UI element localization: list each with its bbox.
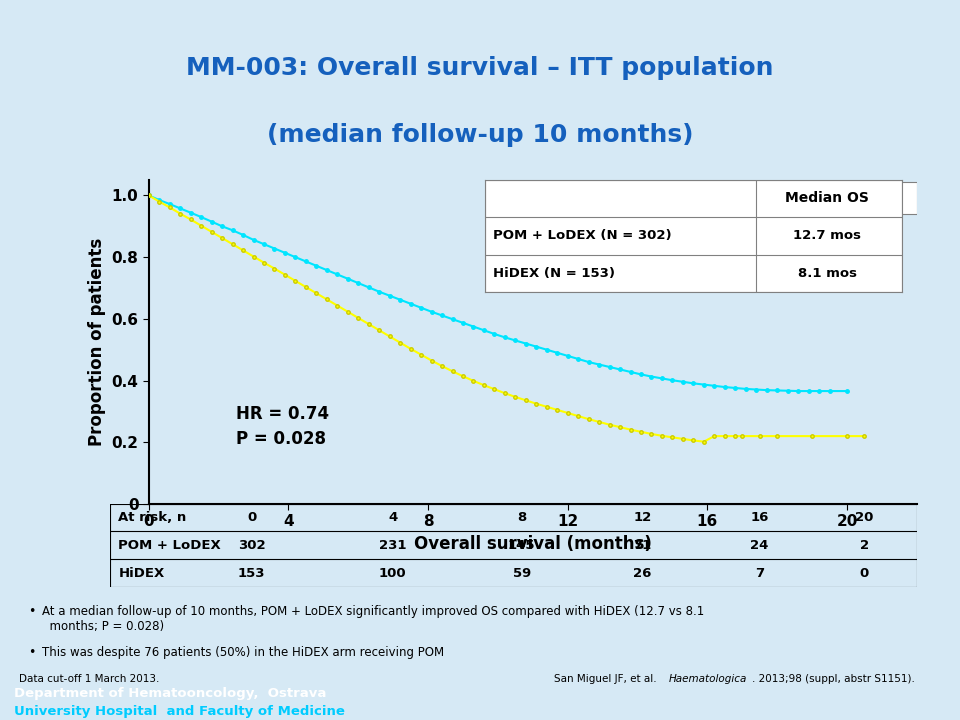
- Text: . 2013;98 (suppl, abstr S1151).: . 2013;98 (suppl, abstr S1151).: [752, 674, 915, 683]
- Text: •: •: [29, 647, 36, 660]
- Y-axis label: Proportion of patients: Proportion of patients: [87, 238, 106, 446]
- Text: 4: 4: [388, 511, 397, 524]
- Text: 8: 8: [517, 511, 526, 524]
- Text: 8.1 mos: 8.1 mos: [798, 266, 856, 279]
- Text: Haematologica: Haematologica: [669, 674, 747, 683]
- Text: 145: 145: [508, 539, 536, 552]
- Text: 100: 100: [379, 567, 406, 580]
- Text: 2: 2: [860, 539, 869, 552]
- X-axis label: Overall survival (months): Overall survival (months): [414, 535, 652, 553]
- Text: 20: 20: [855, 511, 874, 524]
- Text: HR = 0.74
P = 0.028: HR = 0.74 P = 0.028: [236, 405, 329, 449]
- Text: 12: 12: [634, 511, 652, 524]
- Text: 59: 59: [513, 567, 531, 580]
- Text: •: •: [29, 605, 36, 618]
- Text: 7: 7: [755, 567, 764, 580]
- Text: 0: 0: [860, 567, 869, 580]
- Text: At risk, n: At risk, n: [118, 511, 186, 524]
- Bar: [487, 182, 917, 215]
- Text: San Miguel JF, et al.: San Miguel JF, et al.: [554, 674, 660, 683]
- Text: Data cut-off 1 March 2013.: Data cut-off 1 March 2013.: [19, 674, 159, 683]
- Text: 12.7 mos: 12.7 mos: [793, 229, 861, 243]
- Text: 71: 71: [634, 539, 652, 552]
- Text: This was despite 76 patients (50%) in the HiDEX arm receiving POM: This was despite 76 patients (50%) in th…: [42, 647, 444, 660]
- Text: HiDEX: HiDEX: [118, 567, 165, 580]
- Text: Median OS: Median OS: [785, 192, 869, 205]
- Text: At a median follow-up of 10 months, POM + LoDEX significantly improved OS compar: At a median follow-up of 10 months, POM …: [42, 605, 705, 633]
- Text: 16: 16: [751, 511, 769, 524]
- Text: 302: 302: [238, 539, 265, 552]
- Text: 26: 26: [634, 567, 652, 580]
- Text: (median follow-up 10 months): (median follow-up 10 months): [267, 123, 693, 147]
- Text: POM + LoDEX: POM + LoDEX: [118, 539, 221, 552]
- Text: HiDEX (N = 153): HiDEX (N = 153): [493, 266, 615, 279]
- Text: 153: 153: [238, 567, 265, 580]
- Text: University Hospital  and Faculty of Medicine: University Hospital and Faculty of Medic…: [13, 705, 345, 718]
- Text: 0: 0: [247, 511, 256, 524]
- Text: Department of Hematooncology,  Ostrava: Department of Hematooncology, Ostrava: [13, 687, 326, 700]
- Text: 231: 231: [379, 539, 406, 552]
- Text: 24: 24: [751, 539, 769, 552]
- Text: POM + LoDEX (N = 302): POM + LoDEX (N = 302): [493, 229, 672, 243]
- Text: MM-003: Overall survival – ITT population: MM-003: Overall survival – ITT populatio…: [186, 55, 774, 80]
